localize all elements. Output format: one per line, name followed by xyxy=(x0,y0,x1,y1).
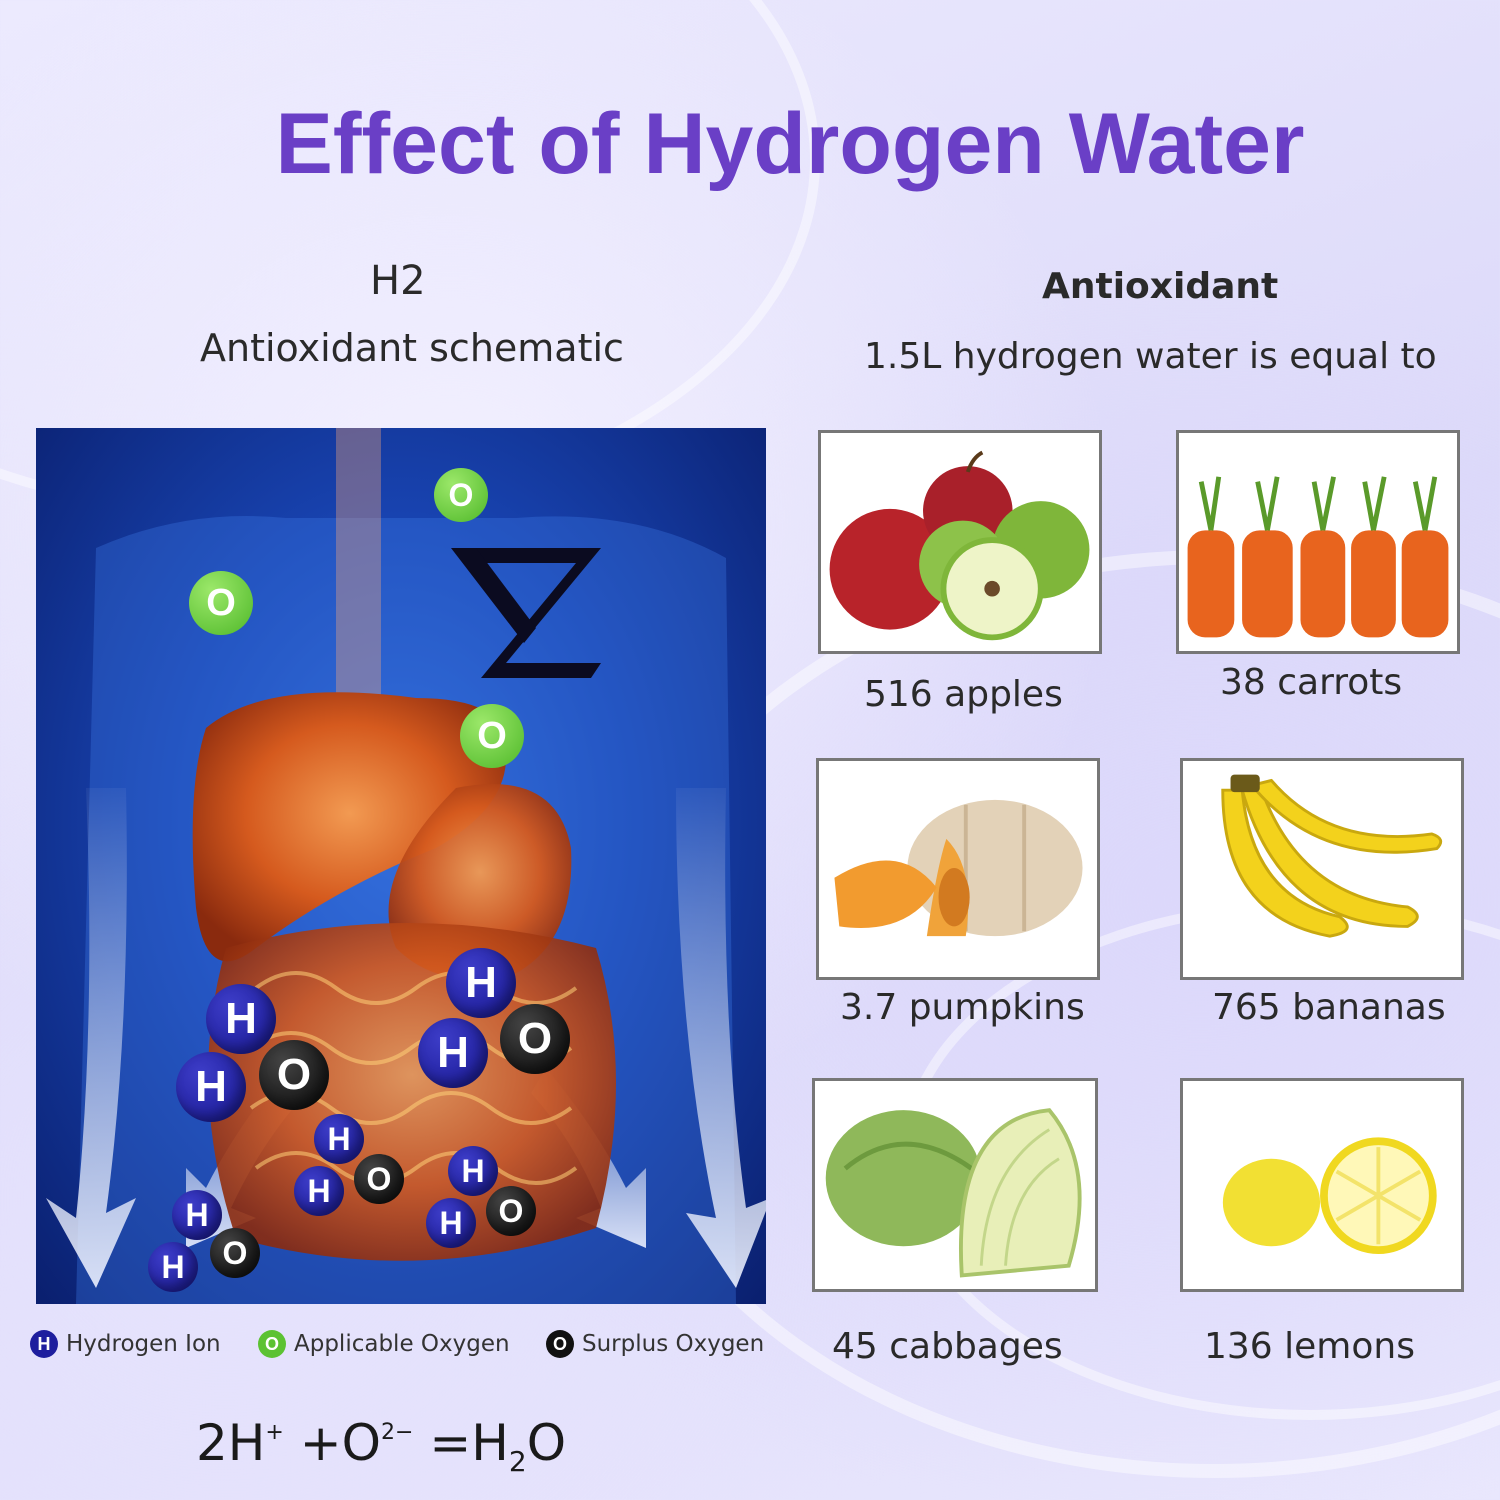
applicable-oxygen-icon: O xyxy=(258,1330,286,1358)
hydrogen-ion-atom: H xyxy=(426,1198,476,1248)
surplus-oxygen-atom: O xyxy=(500,1004,570,1074)
page-title: Effect of Hydrogen Water xyxy=(275,96,1305,192)
surplus-oxygen-icon: O xyxy=(546,1330,574,1358)
pumpkin-image xyxy=(816,758,1100,980)
hydrogen-ion-atom: H xyxy=(314,1114,364,1164)
formula-h: 2H xyxy=(196,1414,266,1472)
legend-surplus: O Surplus Oxygen xyxy=(546,1330,764,1358)
carrots-image xyxy=(1176,430,1460,654)
bananas-image xyxy=(1180,758,1464,980)
legend-applicable: O Applicable Oxygen xyxy=(258,1330,510,1358)
formula-result-sub: 2 xyxy=(508,1445,527,1478)
surplus-oxygen-atom: O xyxy=(486,1186,536,1236)
carrots-caption: 38 carrots xyxy=(1220,662,1403,703)
applicable-oxygen-atom: O xyxy=(189,571,253,635)
legend-applicable-label: Applicable Oxygen xyxy=(294,1331,510,1357)
legend-hydrogen-label: Hydrogen Ion xyxy=(66,1331,221,1357)
apples-image xyxy=(818,430,1102,654)
cabbages-caption: 45 cabbages xyxy=(832,1326,1063,1367)
hydrogen-ion-atom: H xyxy=(172,1190,222,1240)
hydrogen-ion-atom: H xyxy=(206,984,276,1054)
hydrogen-ion-icon: H xyxy=(30,1330,58,1358)
formula-result: =H xyxy=(429,1414,509,1472)
liver-organ xyxy=(192,692,507,962)
lemons-caption: 136 lemons xyxy=(1204,1326,1415,1367)
lemons-image xyxy=(1180,1078,1464,1292)
bananas-caption: 765 bananas xyxy=(1212,987,1446,1028)
surplus-oxygen-atom: O xyxy=(210,1228,260,1278)
apples-caption: 516 apples xyxy=(864,674,1063,715)
surplus-oxygen-atom: O xyxy=(259,1040,329,1110)
applicable-oxygen-atom: O xyxy=(434,468,488,522)
antioxidant-heading: Antioxidant xyxy=(1042,266,1279,307)
equivalence-subheading: 1.5L hydrogen water is equal to xyxy=(864,336,1437,377)
brand-logo xyxy=(451,548,601,678)
hydrogen-ion-atom: H xyxy=(446,948,516,1018)
reaction-formula: 2H+ +O2− =H2O xyxy=(196,1414,566,1478)
hydrogen-ion-atom: H xyxy=(176,1052,246,1122)
flow-arrow xyxy=(46,788,136,1288)
schematic-legend: H Hydrogen Ion O Applicable Oxygen O Sur… xyxy=(30,1330,790,1370)
hydrogen-ion-atom: H xyxy=(418,1018,488,1088)
formula-o-charge: 2− xyxy=(381,1420,414,1445)
surplus-oxygen-atom: O xyxy=(354,1154,404,1204)
hydrogen-ion-atom: H xyxy=(448,1146,498,1196)
body-schematic: O O O H H O H H O H H O H H O H H O xyxy=(36,428,766,1304)
hydrogen-ion-atom: H xyxy=(294,1166,344,1216)
schematic-heading: H2 xyxy=(370,258,426,304)
formula-result-end: O xyxy=(526,1414,567,1472)
schematic-subheading: Antioxidant schematic xyxy=(200,326,624,370)
cabbage-image xyxy=(812,1078,1098,1292)
formula-o: +O xyxy=(299,1414,382,1472)
formula-h-charge: + xyxy=(265,1420,284,1445)
flow-arrow xyxy=(676,788,766,1288)
pumpkins-caption: 3.7 pumpkins xyxy=(840,987,1085,1028)
hydrogen-ion-atom: H xyxy=(148,1242,198,1292)
applicable-oxygen-atom: O xyxy=(460,704,524,768)
legend-hydrogen: H Hydrogen Ion xyxy=(30,1330,221,1358)
legend-surplus-label: Surplus Oxygen xyxy=(582,1331,765,1357)
